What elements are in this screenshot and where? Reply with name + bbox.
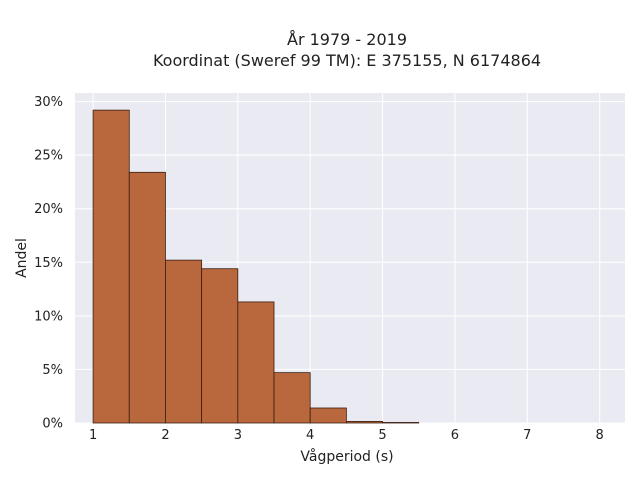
x-tick-label: 1 (89, 428, 97, 443)
y-tick-label: 30% (34, 95, 63, 110)
y-tick-label: 0% (42, 417, 63, 432)
x-tick-label: 4 (306, 428, 314, 443)
histogram-bar (128, 171, 166, 424)
x-tick-label: 7 (523, 428, 531, 443)
x-tick-label: 3 (234, 428, 242, 443)
y-axis-label: Andel (14, 238, 30, 278)
histogram-bar (201, 268, 239, 424)
x-tick-label: 2 (161, 428, 169, 443)
chart-title-line2: Koordinat (Sweref 99 TM): E 375155, N 61… (153, 51, 541, 70)
chart-title-line1: År 1979 - 2019 (287, 30, 407, 49)
histogram-bar (273, 372, 311, 424)
histogram-bar (165, 259, 203, 424)
y-tick-label: 5% (42, 363, 63, 378)
y-tick-label: 10% (34, 309, 63, 324)
x-tick-label: 8 (596, 428, 604, 443)
x-tick-label: 6 (451, 428, 459, 443)
x-axis-label: Vågperiod (s) (300, 448, 393, 465)
histogram-bar (309, 407, 347, 424)
histogram-bar (237, 301, 275, 424)
y-tick-label: 20% (34, 202, 63, 217)
x-axis-ticks: 1 2 3 4 5 6 7 8 (89, 428, 604, 443)
histogram-bar (92, 109, 130, 424)
y-axis-ticks: 0% 5% 10% 15% 20% 25% 30% (34, 95, 63, 431)
histogram-bar (382, 422, 420, 424)
histogram-bar (345, 420, 383, 424)
y-tick-label: 15% (34, 256, 63, 271)
bars-group (92, 109, 420, 424)
x-tick-label: 5 (378, 428, 386, 443)
y-tick-label: 25% (34, 149, 63, 164)
